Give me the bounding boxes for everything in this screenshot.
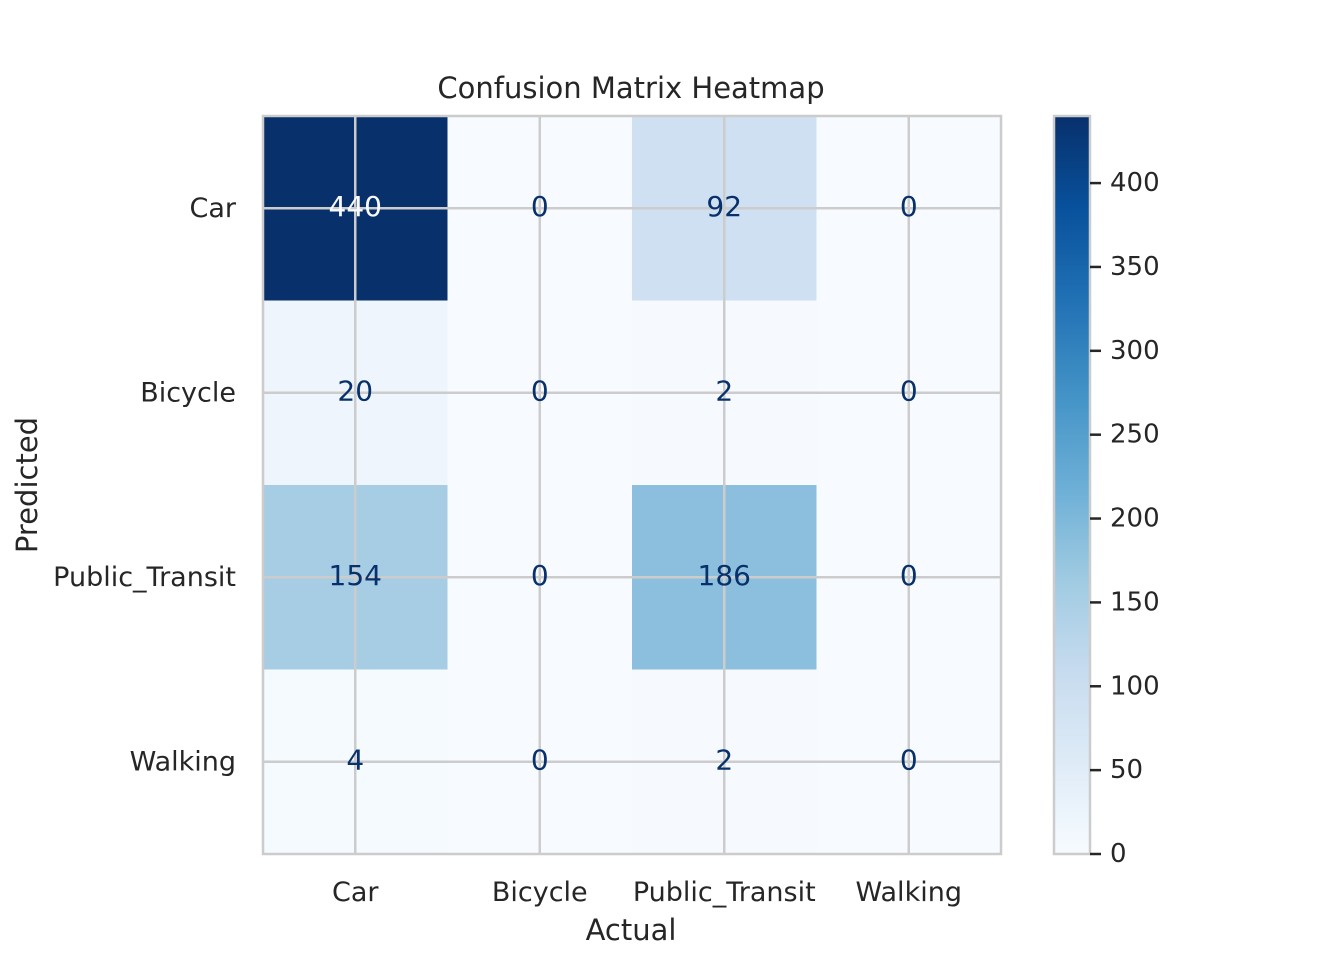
colorbar-tick-label: 350 (1110, 252, 1160, 282)
cell-value-label: 0 (900, 190, 918, 223)
cell-value-label: 154 (329, 559, 382, 592)
x-tick-label: Public_Transit (633, 877, 816, 908)
cell-value-label: 0 (531, 190, 549, 223)
cell-value-label: 0 (900, 374, 918, 407)
y-tick-label: Bicycle (140, 377, 236, 408)
cell-value-label: 20 (337, 374, 373, 407)
y-tick-label: Car (190, 193, 237, 224)
cell-value-label: 2 (715, 743, 733, 776)
cell-value-label: 0 (531, 374, 549, 407)
colorbar-gradient (1052, 114, 1092, 856)
grid-lines (261, 114, 1003, 856)
y-tick-label: Public_Transit (53, 562, 236, 593)
colorbar-tick-label: 250 (1110, 420, 1160, 450)
colorbar-tick-label: 50 (1110, 755, 1143, 785)
x-tick-label: Walking (856, 877, 962, 908)
x-tick-label: Bicycle (492, 877, 588, 908)
cell-value-label: 4 (346, 743, 364, 776)
colorbar-tick-label: 100 (1110, 671, 1160, 701)
cell-value-label: 0 (531, 743, 549, 776)
x-axis-label: Actual (586, 913, 677, 947)
cell-value-label: 2 (715, 374, 733, 407)
colorbar-tick-label: 400 (1110, 168, 1160, 198)
cell-value-label: 92 (706, 190, 742, 223)
colorbar-tick-label: 200 (1110, 504, 1160, 534)
y-axis-label: Predicted (10, 417, 44, 553)
x-tick-label: Car (332, 877, 379, 908)
cell-value-label: 0 (900, 559, 918, 592)
plot-frame (261, 114, 1003, 856)
colorbar-tick-label: 150 (1110, 587, 1160, 617)
cell-value-label: 186 (698, 559, 751, 592)
chart-title: Confusion Matrix Heatmap (437, 71, 824, 105)
colorbar: 0 50 100 150 200 250 300 350 400 (1052, 114, 1160, 869)
axis-tick-labels: Car Bicycle Public_Transit Walking Car Bicycl… (53, 193, 962, 908)
y-tick-label: Walking (130, 746, 236, 777)
cell-value-label: 0 (531, 559, 549, 592)
cell-value-label: 440 (329, 190, 382, 223)
colorbar-tick-label: 0 (1110, 839, 1127, 869)
cell-value-label: 0 (900, 743, 918, 776)
colorbar-tick-label: 300 (1110, 336, 1160, 366)
heatmap-cells (263, 116, 1002, 855)
